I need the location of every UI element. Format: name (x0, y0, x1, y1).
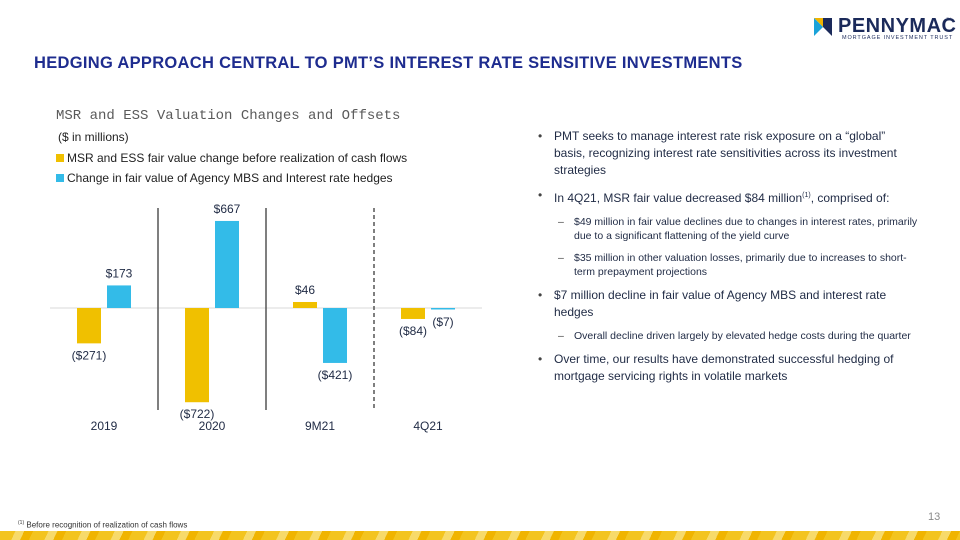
bullet-3: $7 million decline in fair value of Agen… (538, 287, 918, 321)
chart-title: MSR and ESS Valuation Changes and Offset… (56, 108, 401, 124)
page-number: 13 (928, 511, 941, 523)
bar-hedges-2020 (215, 220, 239, 308)
x-tick-label-2020: 2020 (199, 419, 226, 433)
bullet-2-text-after: , comprised of: (810, 191, 890, 205)
bullet-2: In 4Q21, MSR fair value decreased $84 mi… (538, 187, 918, 207)
data-label-fair-value-4Q21: ($84) (399, 324, 427, 338)
bar-hedges-2019 (107, 285, 131, 308)
legend-label-fair-value: MSR and ESS fair value change before rea… (67, 151, 408, 165)
pennymac-logo: PENNYMAC ™ MORTGAGE INVESTMENT TRUST (814, 15, 957, 44)
bullet-2-text: In 4Q21, MSR fair value decreased $84 mi… (554, 191, 803, 205)
bullet-2-footnote-marker: (1) (802, 192, 811, 199)
data-label-hedges-4Q21: ($7) (432, 315, 453, 329)
logo-trademark: ™ (946, 17, 951, 23)
x-tick-label-9M21: 9M21 (305, 419, 335, 433)
data-label-hedges-2020: $667 (214, 202, 241, 216)
sub-bullet-3-text: Overall decline driven largely by elevat… (574, 330, 911, 342)
bar-hedges-4Q21 (431, 308, 455, 310)
chart-unit-label: ($ in millions) (58, 130, 129, 144)
data-label-fair-value-9M21: $46 (295, 283, 315, 297)
legend-item-hedges: Change in fair value of Agency MBS and I… (56, 171, 393, 185)
bullet-1-text: PMT seeks to manage interest rate risk e… (554, 129, 897, 177)
footnote-marker: (1) (18, 520, 25, 526)
bullet-4-text: Over time, our results have demonstrated… (554, 352, 894, 383)
x-tick-label-2019: 2019 (91, 419, 118, 433)
bullet-3-text: $7 million decline in fair value of Agen… (554, 288, 887, 319)
legend-item-fair-value: MSR and ESS fair value change before rea… (56, 151, 407, 165)
legend-label-hedges: Change in fair value of Agency MBS and I… (67, 171, 393, 185)
legend-swatch-hedges (56, 174, 64, 182)
bullet-1: PMT seeks to manage interest rate risk e… (538, 128, 918, 179)
page-title: HEDGING APPROACH CENTRAL TO PMT’S INTERE… (34, 54, 743, 72)
sub-bullet-3: Overall decline driven largely by elevat… (538, 329, 918, 343)
bar-fair-value-2019 (77, 308, 101, 344)
bar-fair-value-4Q21 (401, 308, 425, 319)
footnote-text: Before recognition of realization of cas… (26, 520, 188, 530)
sub-bullet-2: $35 million in other valuation losses, p… (538, 251, 918, 279)
legend-swatch-fair-value (56, 154, 64, 162)
decorative-footer-band (0, 531, 960, 540)
bar-fair-value-9M21 (293, 301, 317, 308)
x-tick-label-4Q21: 4Q21 (413, 419, 443, 433)
footnote: (1) Before recognition of realization of… (18, 520, 187, 530)
logo-mark-icon (814, 18, 832, 36)
data-label-fair-value-2020: ($722) (180, 407, 215, 421)
commentary-bullets: PMT seeks to manage interest rate risk e… (538, 128, 918, 393)
sub-bullet-1-text: $49 million in fair value declines due t… (574, 216, 918, 242)
sub-bullet-1: $49 million in fair value declines due t… (538, 215, 918, 243)
bar-hedges-9M21 (323, 308, 347, 363)
bar-fair-value-2020 (185, 308, 209, 403)
data-label-fair-value-2019: ($271) (72, 348, 107, 362)
logo-subtitle: MORTGAGE INVESTMENT TRUST (842, 35, 954, 41)
bullet-4: Over time, our results have demonstrated… (538, 351, 918, 385)
logo-wordmark: PENNYMAC (838, 15, 957, 37)
data-label-hedges-2019: $173 (106, 266, 133, 280)
data-label-hedges-9M21: ($421) (318, 368, 353, 382)
sub-bullet-2-text: $35 million in other valuation losses, p… (574, 252, 907, 278)
